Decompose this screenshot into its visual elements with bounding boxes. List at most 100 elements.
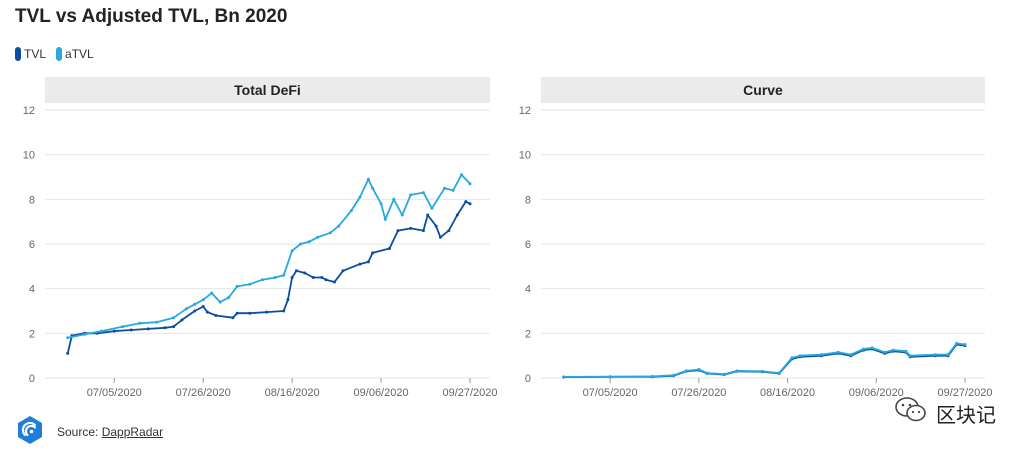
data-point-tvl[interactable]	[438, 235, 442, 239]
data-point-atvl[interactable]	[210, 291, 214, 295]
data-point-atvl[interactable]	[273, 276, 277, 279]
data-point-atvl[interactable]	[608, 375, 612, 379]
data-point-tvl[interactable]	[464, 200, 468, 204]
data-point-tvl[interactable]	[468, 202, 472, 206]
data-point-tvl[interactable]	[235, 311, 239, 315]
data-point-tvl[interactable]	[172, 325, 176, 329]
data-point-atvl[interactable]	[430, 206, 434, 210]
data-point-tvl[interactable]	[311, 276, 315, 279]
data-point-atvl[interactable]	[383, 217, 387, 221]
data-point-atvl[interactable]	[100, 329, 104, 333]
data-point-atvl[interactable]	[908, 354, 912, 358]
data-point-atvl[interactable]	[409, 193, 413, 197]
data-point-atvl[interactable]	[672, 373, 675, 377]
data-point-tvl[interactable]	[409, 226, 413, 230]
data-point-atvl[interactable]	[155, 320, 159, 324]
data-point-tvl[interactable]	[282, 309, 286, 313]
data-point-atvl[interactable]	[184, 307, 188, 311]
data-point-atvl[interactable]	[862, 347, 866, 351]
data-point-atvl[interactable]	[316, 235, 320, 239]
legend-item-tvl[interactable]: TVL	[15, 47, 46, 61]
data-point-atvl[interactable]	[193, 302, 197, 306]
data-point-tvl[interactable]	[366, 260, 370, 264]
data-point-atvl[interactable]	[400, 213, 404, 217]
data-point-atvl[interactable]	[421, 191, 425, 195]
data-point-atvl[interactable]	[138, 321, 142, 325]
data-point-tvl[interactable]	[180, 318, 184, 322]
data-point-atvl[interactable]	[650, 374, 654, 378]
data-point-atvl[interactable]	[337, 224, 341, 228]
data-point-atvl[interactable]	[790, 356, 794, 360]
legend-item-atvl[interactable]: aTVL	[56, 47, 94, 61]
data-point-atvl[interactable]	[963, 343, 967, 346]
data-point-atvl[interactable]	[891, 348, 895, 352]
data-point-atvl[interactable]	[282, 273, 286, 277]
data-point-tvl[interactable]	[248, 311, 252, 315]
data-point-tvl[interactable]	[333, 280, 336, 284]
data-point-tvl[interactable]	[324, 278, 328, 282]
data-point-atvl[interactable]	[83, 332, 87, 336]
data-point-atvl[interactable]	[366, 177, 370, 181]
data-point-tvl[interactable]	[163, 326, 167, 330]
data-point-atvl[interactable]	[777, 371, 781, 375]
data-point-tvl[interactable]	[205, 310, 209, 314]
data-point-atvl[interactable]	[468, 182, 472, 186]
data-point-atvl[interactable]	[451, 188, 455, 192]
data-point-tvl[interactable]	[265, 310, 269, 314]
data-point-atvl[interactable]	[379, 202, 383, 206]
data-point-atvl[interactable]	[904, 349, 908, 353]
data-point-atvl[interactable]	[798, 354, 802, 358]
data-point-tvl[interactable]	[426, 213, 430, 217]
data-point-atvl[interactable]	[358, 195, 362, 199]
data-point-tvl[interactable]	[193, 309, 197, 313]
data-point-atvl[interactable]	[307, 240, 311, 244]
data-point-tvl[interactable]	[303, 271, 307, 275]
data-point-atvl[interactable]	[328, 231, 332, 235]
data-point-atvl[interactable]	[697, 368, 701, 371]
data-point-atvl[interactable]	[172, 316, 176, 320]
data-point-tvl[interactable]	[129, 328, 133, 332]
data-point-atvl[interactable]	[290, 249, 294, 253]
data-point-atvl[interactable]	[121, 325, 125, 329]
data-point-atvl[interactable]	[955, 341, 959, 345]
data-point-atvl[interactable]	[946, 353, 950, 357]
data-point-atvl[interactable]	[235, 284, 239, 288]
data-point-atvl[interactable]	[705, 371, 709, 375]
data-point-atvl[interactable]	[849, 353, 853, 357]
data-point-tvl[interactable]	[371, 251, 375, 255]
data-point-tvl[interactable]	[214, 314, 218, 317]
data-point-atvl[interactable]	[201, 298, 205, 302]
data-point-tvl[interactable]	[294, 269, 298, 273]
data-point-atvl[interactable]	[349, 209, 353, 212]
data-point-tvl[interactable]	[434, 224, 438, 228]
data-point-atvl[interactable]	[684, 369, 688, 373]
data-point-atvl[interactable]	[248, 282, 252, 286]
data-point-tvl[interactable]	[421, 229, 425, 233]
data-point-tvl[interactable]	[320, 276, 324, 279]
data-point-tvl[interactable]	[396, 229, 400, 233]
data-point-atvl[interactable]	[371, 186, 375, 190]
data-point-atvl[interactable]	[460, 173, 463, 177]
data-point-atvl[interactable]	[299, 242, 303, 246]
data-point-tvl[interactable]	[358, 262, 362, 266]
data-point-atvl[interactable]	[870, 346, 874, 350]
data-point-atvl[interactable]	[218, 300, 222, 304]
data-point-atvl[interactable]	[261, 278, 264, 282]
data-point-atvl[interactable]	[819, 353, 823, 357]
data-point-atvl[interactable]	[883, 350, 887, 354]
data-point-tvl[interactable]	[290, 276, 294, 279]
data-point-tvl[interactable]	[201, 305, 205, 308]
data-point-atvl[interactable]	[562, 375, 566, 379]
data-point-atvl[interactable]	[722, 372, 726, 376]
data-point-atvl[interactable]	[66, 336, 70, 340]
data-point-tvl[interactable]	[66, 351, 70, 355]
data-point-tvl[interactable]	[231, 316, 235, 320]
data-point-tvl[interactable]	[112, 329, 116, 333]
data-point-tvl[interactable]	[388, 247, 391, 250]
data-point-atvl[interactable]	[443, 186, 447, 190]
data-point-tvl[interactable]	[146, 327, 150, 331]
data-point-atvl[interactable]	[735, 369, 739, 373]
data-point-tvl[interactable]	[447, 229, 451, 233]
data-point-tvl[interactable]	[455, 213, 459, 217]
source-link-dappradar[interactable]: DappRadar	[101, 424, 164, 439]
